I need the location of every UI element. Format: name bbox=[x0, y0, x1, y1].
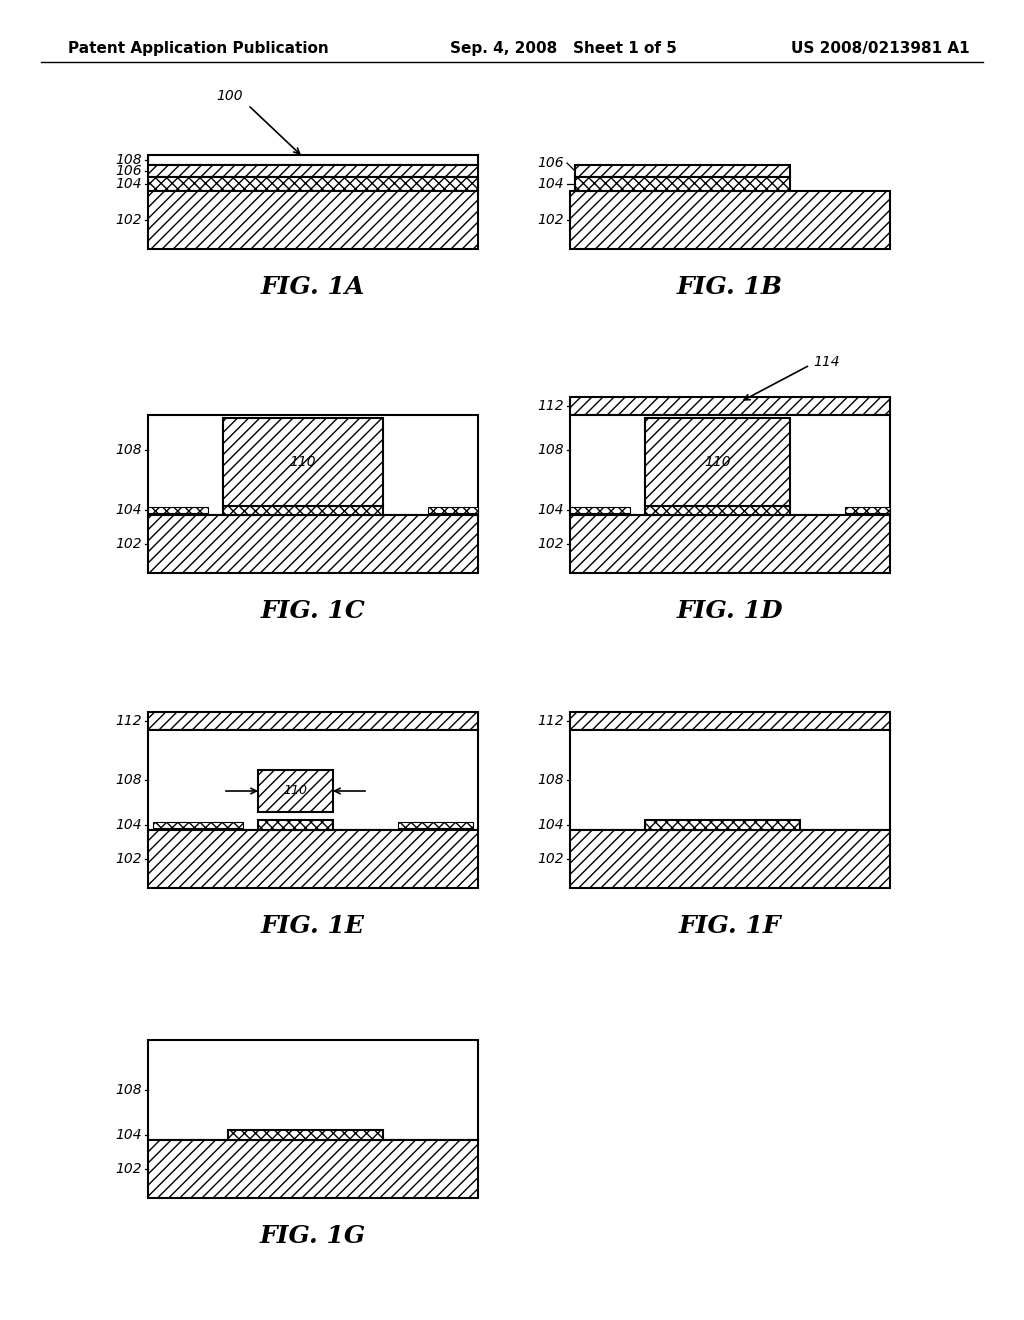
Text: 112: 112 bbox=[538, 714, 564, 729]
Bar bbox=[570, 414, 890, 515]
Text: 108: 108 bbox=[538, 774, 564, 787]
Text: 102: 102 bbox=[116, 851, 142, 866]
Text: 102: 102 bbox=[116, 1162, 142, 1176]
Text: 102: 102 bbox=[116, 213, 142, 227]
Bar bbox=[570, 830, 890, 888]
Bar bbox=[428, 507, 478, 513]
Bar bbox=[148, 177, 478, 191]
Bar bbox=[223, 506, 383, 515]
Bar bbox=[153, 822, 243, 828]
Text: 104: 104 bbox=[538, 503, 564, 517]
Bar bbox=[845, 507, 890, 513]
Text: 106: 106 bbox=[538, 156, 564, 170]
Text: 108: 108 bbox=[538, 444, 564, 457]
Text: 100: 100 bbox=[216, 88, 243, 103]
Text: 114: 114 bbox=[813, 355, 840, 370]
Text: Sep. 4, 2008   Sheet 1 of 5: Sep. 4, 2008 Sheet 1 of 5 bbox=[450, 41, 677, 55]
Bar bbox=[148, 830, 478, 888]
Bar bbox=[148, 711, 478, 730]
Bar bbox=[148, 507, 208, 513]
Text: FIG. 1A: FIG. 1A bbox=[261, 275, 366, 300]
Text: 112: 112 bbox=[116, 714, 142, 729]
Text: 104: 104 bbox=[116, 818, 142, 832]
Text: 108: 108 bbox=[116, 774, 142, 787]
Bar bbox=[258, 770, 333, 812]
Bar bbox=[570, 191, 890, 249]
Bar bbox=[645, 418, 790, 506]
Bar bbox=[570, 711, 890, 730]
Text: 102: 102 bbox=[538, 851, 564, 866]
Bar bbox=[575, 177, 790, 191]
Bar bbox=[258, 820, 333, 830]
Bar bbox=[148, 730, 478, 830]
Bar bbox=[148, 1140, 478, 1199]
Bar bbox=[570, 515, 890, 573]
Bar bbox=[148, 414, 478, 515]
Bar bbox=[570, 730, 890, 830]
Text: FIG. 1E: FIG. 1E bbox=[261, 913, 365, 939]
Text: 102: 102 bbox=[538, 213, 564, 227]
Bar bbox=[148, 191, 478, 249]
Bar bbox=[398, 822, 473, 828]
Text: 102: 102 bbox=[538, 537, 564, 550]
Text: 102: 102 bbox=[116, 537, 142, 550]
Text: 104: 104 bbox=[538, 818, 564, 832]
Text: FIG. 1B: FIG. 1B bbox=[677, 275, 783, 300]
Text: 104: 104 bbox=[116, 177, 142, 191]
Text: FIG. 1D: FIG. 1D bbox=[677, 599, 783, 623]
Text: US 2008/0213981 A1: US 2008/0213981 A1 bbox=[792, 41, 970, 55]
Text: 110: 110 bbox=[284, 784, 307, 797]
Text: 106: 106 bbox=[116, 164, 142, 178]
Bar bbox=[645, 506, 790, 515]
Text: 104: 104 bbox=[538, 177, 564, 191]
Bar bbox=[148, 165, 478, 177]
Text: FIG. 1C: FIG. 1C bbox=[261, 599, 366, 623]
Text: 108: 108 bbox=[116, 1082, 142, 1097]
Bar bbox=[148, 154, 478, 165]
Bar bbox=[228, 1130, 383, 1140]
Bar bbox=[148, 515, 478, 573]
Bar bbox=[223, 418, 383, 506]
Text: FIG. 1F: FIG. 1F bbox=[679, 913, 781, 939]
Bar bbox=[148, 1040, 478, 1140]
Text: 110: 110 bbox=[290, 455, 316, 469]
Bar bbox=[645, 820, 800, 830]
Text: 104: 104 bbox=[116, 1129, 142, 1142]
Text: 108: 108 bbox=[116, 153, 142, 168]
Text: 104: 104 bbox=[116, 503, 142, 517]
Text: 112: 112 bbox=[538, 399, 564, 413]
Bar bbox=[570, 397, 890, 414]
Text: 108: 108 bbox=[116, 444, 142, 457]
Bar bbox=[575, 165, 790, 177]
Text: 110: 110 bbox=[705, 455, 731, 469]
Bar bbox=[570, 507, 630, 513]
Text: FIG. 1G: FIG. 1G bbox=[260, 1224, 367, 1247]
Text: Patent Application Publication: Patent Application Publication bbox=[68, 41, 329, 55]
